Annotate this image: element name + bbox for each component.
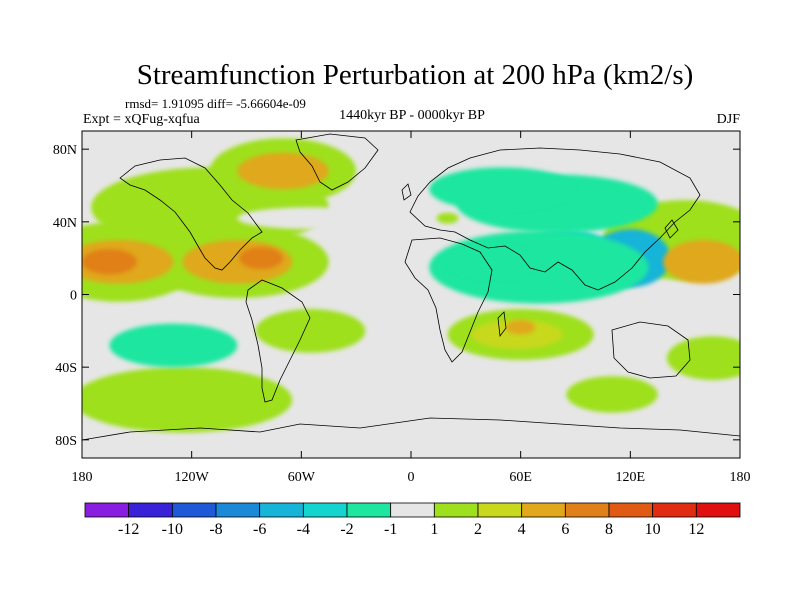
colorbar-box-11 — [564, 502, 610, 518]
y-tick-label-3: 40S — [55, 361, 77, 376]
colorbar-box-9 — [477, 502, 523, 518]
y-tick-label-2: 0 — [70, 289, 77, 304]
colorbar-label-13: 12 — [688, 521, 704, 538]
greenland-coast — [295, 133, 379, 191]
colorbar-box-10 — [521, 502, 566, 518]
map-plot — [82, 131, 740, 458]
europe-asia-coast — [409, 147, 701, 291]
colorbar-box-4 — [259, 502, 304, 518]
y-axis: 80N 40N 0 40S 80S — [53, 143, 740, 449]
africa-coast — [404, 237, 493, 363]
x-tick-label-3: 0 — [408, 470, 415, 485]
colorbar-label-4: -4 — [297, 521, 310, 538]
positive-region-9 — [666, 336, 740, 380]
colorbar-label-12: 10 — [645, 521, 661, 538]
colorbar-label-2: -8 — [209, 521, 222, 538]
anomaly-region-4 — [429, 167, 576, 211]
y-tick-label-1: 40N — [53, 216, 77, 231]
antarctica-coast — [82, 417, 740, 441]
positive-region-4 — [82, 367, 293, 433]
colorbar-label-0: -12 — [118, 521, 139, 538]
chart-title: Streamfunction Perturbation at 200 hPa (… — [137, 59, 694, 91]
x-tick-label-0: 180 — [72, 470, 93, 485]
japan-coast — [664, 219, 679, 239]
colorbar-box-7 — [390, 502, 435, 518]
anomaly-region-5 — [109, 323, 238, 368]
colorbar-box-2 — [171, 502, 217, 518]
anomaly-region-13 — [663, 240, 740, 284]
anomaly-region-12 — [237, 152, 329, 190]
colorbar-label-6: -1 — [384, 521, 397, 538]
uk-coast — [401, 183, 412, 201]
period-label: 1440kyr BP - 0000kyr BP — [339, 108, 485, 123]
colorbar-label-7: 1 — [430, 521, 438, 538]
colorbar-label-5: -2 — [340, 521, 353, 538]
colorbar: -12 -10 -8 -6 -4 -2 -1 1 2 4 6 8 10 12 — [84, 502, 741, 538]
anomaly-region-14 — [471, 319, 563, 349]
y-tick-label-4: 80S — [55, 434, 77, 449]
colorbar-box-8 — [433, 502, 479, 518]
colorbar-box-14 — [695, 502, 741, 518]
australia-coast — [611, 321, 691, 379]
anomaly-region-6 — [237, 207, 384, 230]
colorbar-box-1 — [128, 502, 173, 518]
colorbar-label-11: 8 — [605, 521, 613, 538]
anomaly-region-15 — [506, 319, 536, 335]
colorbar-label-3: -6 — [253, 521, 266, 538]
anomaly-region-9 — [82, 249, 137, 275]
colorbar-box-13 — [652, 502, 697, 518]
south-america-coast — [245, 279, 311, 403]
x-tick-label-2: 60W — [288, 470, 316, 485]
colorbar-box-12 — [608, 502, 654, 518]
positive-region-7 — [566, 376, 658, 413]
anomaly-region-11 — [239, 247, 284, 270]
coastlines — [82, 133, 740, 441]
north-america-coast — [119, 157, 263, 271]
colorbar-label-8: 2 — [474, 521, 482, 538]
colorbar-box-0 — [84, 502, 130, 518]
madagascar-coast — [497, 311, 507, 338]
field-layer — [82, 138, 740, 433]
positive-region-10 — [436, 212, 459, 224]
colorbar-box-6 — [346, 502, 392, 518]
colorbar-label-9: 4 — [518, 521, 526, 538]
positive-region-5 — [255, 309, 366, 353]
colorbar-box-5 — [302, 502, 348, 518]
colorbar-label-10: 6 — [561, 521, 569, 538]
x-tick-label-6: 180 — [730, 470, 751, 485]
y-tick-label-0: 80N — [53, 143, 77, 158]
x-tick-label-5: 120E — [616, 470, 646, 485]
colorbar-box-3 — [215, 502, 261, 518]
season-label: DJF — [717, 112, 741, 127]
experiment-label: Expt = xQFug-xqfua — [83, 112, 201, 127]
stats-label: rmsd= 1.91095 diff= -5.66604e-09 — [125, 96, 306, 111]
x-tick-label-4: 60E — [509, 470, 532, 485]
x-tick-label-1: 120W — [175, 470, 210, 485]
colorbar-label-1: -10 — [162, 521, 183, 538]
x-axis: 180 120W 60W 0 60E 120E 180 — [72, 131, 751, 485]
